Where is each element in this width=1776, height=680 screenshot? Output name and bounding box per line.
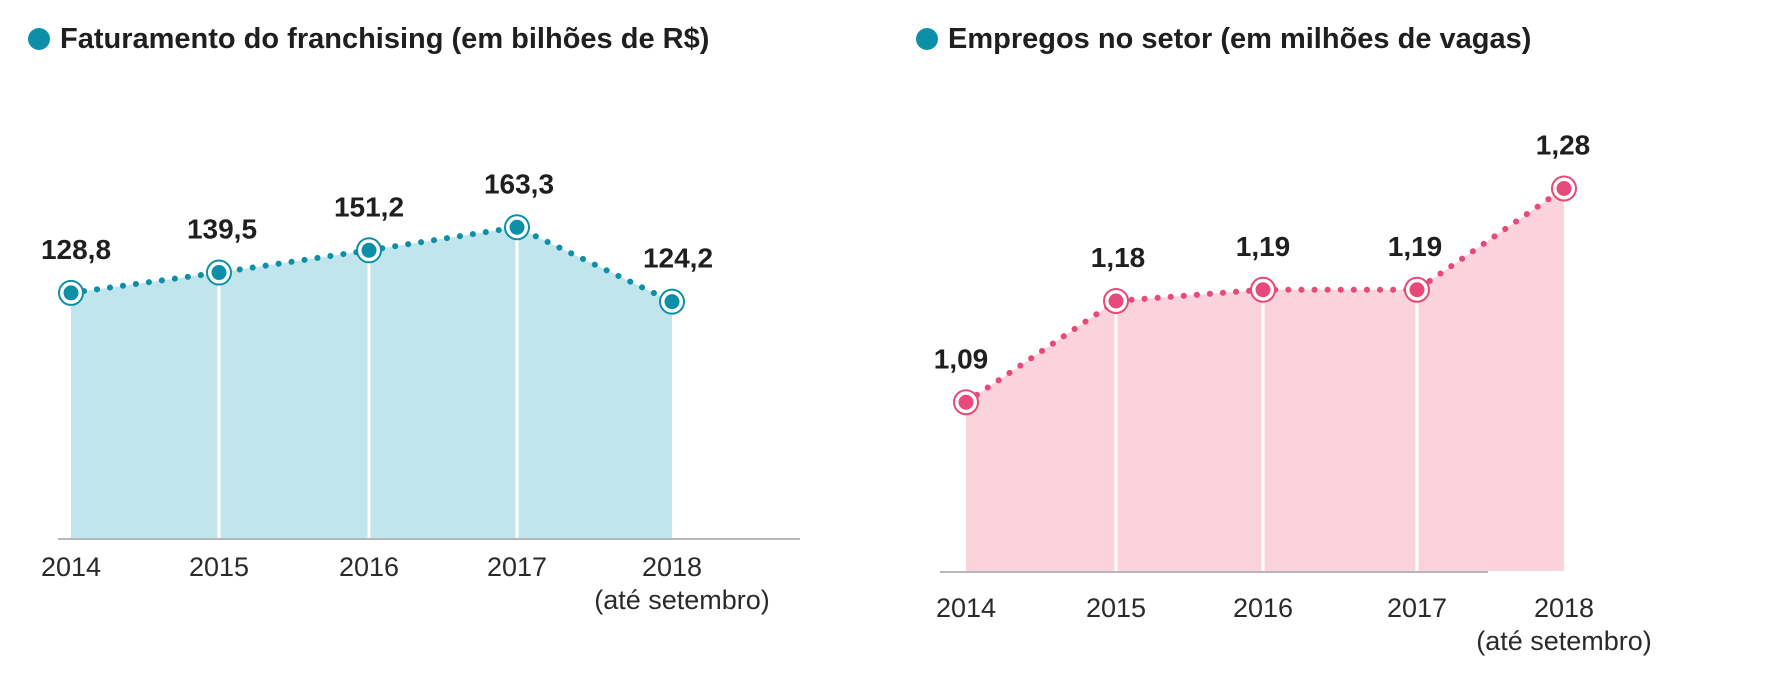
data-label: 1,19 [1236,231,1291,262]
marker-core [63,285,79,301]
title-bullet-icon [28,28,50,50]
data-point-marker [504,214,530,241]
jobs-chart-title: Empregos no setor (em milhões de vagas) [948,22,1532,55]
marker-core [361,242,377,258]
x-tick-label: 2018 [642,552,702,582]
data-label: 1,28 [1536,130,1591,161]
data-label: 151,2 [334,191,404,222]
data-point-marker [953,389,979,416]
data-label: 1,18 [1091,242,1146,273]
x-tick-label: 2016 [1233,593,1293,623]
marker-core [958,394,974,410]
marker-core [1108,293,1124,309]
revenue-chart-title-row: Faturamento do franchising (em bilhões d… [28,22,709,56]
data-label: 128,8 [41,234,111,265]
data-point-marker [1103,288,1129,314]
area-fill [71,227,672,538]
marker-core [1409,282,1425,298]
data-point-marker [1551,175,1577,202]
x-tick-label: 2015 [1086,593,1146,623]
data-point-marker [356,237,382,264]
marker-core [1255,282,1271,298]
x-tick-label: 2014 [936,593,996,623]
x-tick-label: 2014 [41,552,101,582]
revenue-chart: 128,8 139,5 151,2 163,3 124,2 2014 2015 2016 201… [41,168,800,615]
data-label: 1,19 [1388,231,1443,262]
jobs-chart-panel: Empregos no setor (em milhões de vagas) … [900,0,1776,680]
data-label: 163,3 [484,168,554,199]
revenue-chart-title: Faturamento do franchising (em bilhões d… [60,22,710,55]
x-tick-label: 2017 [1387,593,1447,623]
x-tick-note: (até setembro) [1476,626,1652,656]
data-label: 139,5 [187,214,257,245]
x-tick-label: 2015 [189,552,249,582]
x-tick-label: 2017 [487,552,547,582]
data-point-marker [1250,276,1276,303]
data-label: 1,09 [934,343,989,374]
x-tick-label: 2016 [339,552,399,582]
revenue-chart-panel: Faturamento do franchising (em bilhões d… [28,22,800,615]
data-point-marker [659,288,685,315]
marker-core [211,265,227,281]
marker-core [1556,181,1572,196]
jobs-chart: 1,09 1,18 1,19 1,19 1,28 2014 2015 2016 2017 2018… [934,130,1652,657]
data-point-marker [1404,276,1430,303]
data-point-marker [58,279,84,306]
data-label: 124,2 [643,243,713,274]
marker-core [664,294,680,310]
jobs-chart-title-row: Empregos no setor (em milhões de vagas) [916,22,1531,56]
x-tick-label: 2018 [1534,593,1594,623]
title-bullet-icon [916,28,938,50]
data-point-marker [206,259,232,286]
marker-core [509,219,525,235]
x-tick-note: (até setembro) [594,585,770,615]
